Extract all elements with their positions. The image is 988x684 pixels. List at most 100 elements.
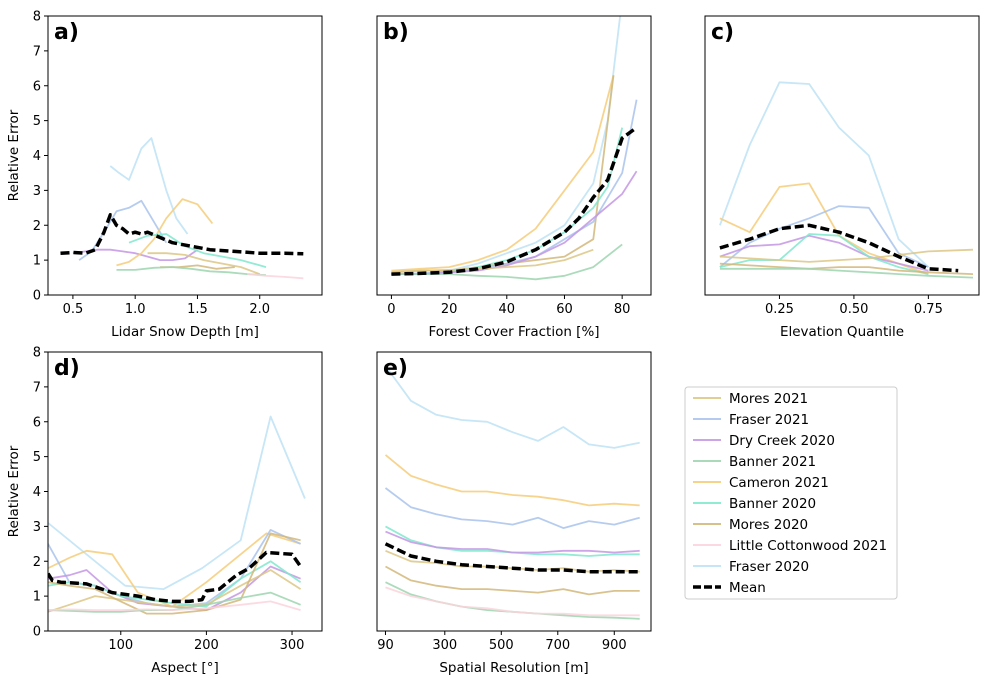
series-line-mean [60,213,304,256]
x-axis-label: Lidar Snow Depth [m] [111,324,259,340]
legend-item-mores-2020: Mores 2020 [693,517,808,533]
legend: Mores 2021 Fraser 2021 Dry Creek 2020 Banne… [684,386,898,600]
legend-label: Cameron 2021 [729,475,829,491]
x-tick-label: 900 [602,638,627,653]
legend-item-mean: Mean [693,580,766,596]
y-tick-label: 4 [33,149,41,164]
series-line-banner-2020 [128,233,267,268]
legend-label: Mean [729,580,766,596]
legend-item-fraser-2021: Fraser 2021 [693,412,809,428]
series-line-fraser-2021 [48,529,301,608]
series-line-banner-2020 [719,233,929,275]
x-tick-label: 0 [387,302,395,317]
series-line-little-cottonwood-2021 [385,586,640,617]
y-tick-label: 5 [33,450,41,465]
x-tick-label: 0.75 [914,302,943,317]
series-line-little-cottonwood-2021 [48,600,301,611]
legend-item-mores-2021: Mores 2021 [693,391,808,407]
x-tick-label: 0.25 [765,302,794,317]
axes-frame [376,15,652,296]
series-line-fraser-2020 [384,365,640,449]
series-line-fraser-2020 [391,16,622,276]
y-tick-label: 2 [33,555,41,570]
legend-item-banner-2020: Banner 2020 [693,496,816,512]
series-line-mores-2021 [147,252,261,275]
series-line-cameron-2021 [384,454,640,507]
y-tick-label: 8 [33,10,41,25]
chart-panel-b: 0 20 40 60 80 Forest Cover Fraction [%] b) [376,15,652,340]
series-line-mores-2021 [391,248,594,274]
x-tick-label: 200 [194,638,219,653]
legend-item-dry-creek-2020: Dry Creek 2020 [693,433,835,449]
series-line-banner-2021 [385,581,640,620]
series-line-cameron-2021 [391,75,615,272]
series-line-mean [384,542,640,574]
series-line-dry-creek-2020 [719,234,929,272]
series-line-fraser-2021 [78,199,168,261]
series-line-fraser-2020 [719,81,930,268]
legend-label: Mores 2021 [729,391,808,407]
x-tick-label: 0.50 [839,302,868,317]
series-group [391,16,638,281]
chart-panels: 0.5 1.0 1.5 2.0 0 1 2 3 4 5 6 7 8 Lidar Snow Depth [m… [6,10,980,676]
legend-label: Little Cottonwood 2021 [729,538,887,554]
legend-item-banner-2021: Banner 2021 [693,454,816,470]
chart-panel-c: 0.25 0.50 0.75 Elevation Quantile c) [704,15,980,340]
x-tick-label: 300 [280,638,305,653]
series-line-mean [719,223,959,273]
series-line-little-cottonwood-2021 [247,273,304,280]
panel-letter: d) [54,356,80,381]
y-tick-label: 6 [33,415,41,430]
y-tick-label: 1 [33,590,41,605]
series-line-dry-creek-2020 [385,530,640,554]
y-tick-label: 0 [33,625,41,640]
series-line-banner-2021 [719,267,974,279]
panel-letter: b) [383,20,409,45]
axes-frame [704,15,980,296]
x-axis-label: Forest Cover Fraction [%] [428,324,599,340]
x-tick-label: 90 [377,638,394,653]
series-line-banner-2021 [391,243,623,281]
legend-box [684,386,898,600]
series-line-mores-2020 [48,532,301,615]
series-line-mores-2020 [719,262,974,275]
series-line-mores-2021 [48,569,302,613]
series-group [60,137,304,280]
x-tick-label: 100 [108,638,133,653]
legend-item-little-cottonwood-2021: Little Cottonwood 2021 [693,538,887,554]
x-tick-label: 60 [556,302,573,317]
series-group [48,415,306,615]
series-group [384,365,640,620]
x-tick-label: 1.0 [125,302,146,317]
series-line-cameron-2021 [116,198,214,267]
x-tick-label: 1.5 [187,302,208,317]
chart-panel-e: 90 300 500 700 900 Spatial Resolution [m] e) [376,351,652,676]
x-tick-label: 2.0 [249,302,270,317]
series-line-fraser-2021 [384,487,640,529]
axes-frame [376,351,652,632]
series-line-cameron-2021 [48,532,301,608]
y-tick-label: 1 [33,254,41,269]
x-axis-label: Spatial Resolution [m] [439,660,588,676]
x-tick-label: 500 [489,638,514,653]
panel-letter: e) [383,356,408,381]
series-line-mean [391,126,638,276]
y-tick-label: 7 [33,380,41,395]
legend-label: Mores 2020 [729,517,808,533]
series-line-fraser-2021 [719,205,929,268]
x-tick-label: 80 [614,302,631,317]
x-axis-label: Aspect [°] [151,660,218,676]
series-line-mores-2021 [719,248,974,263]
x-tick-label: 700 [545,638,570,653]
y-tick-label: 5 [33,114,41,129]
series-line-banner-2021 [116,266,267,276]
y-tick-label: 6 [33,79,41,94]
x-tick-label: 20 [441,302,458,317]
y-tick-label: 7 [33,44,41,59]
panel-letter: a) [54,20,79,45]
y-tick-label: 8 [33,346,41,361]
x-axis-label: Elevation Quantile [780,324,904,340]
legend-item-cameron-2021: Cameron 2021 [693,475,829,491]
series-group [719,81,974,279]
